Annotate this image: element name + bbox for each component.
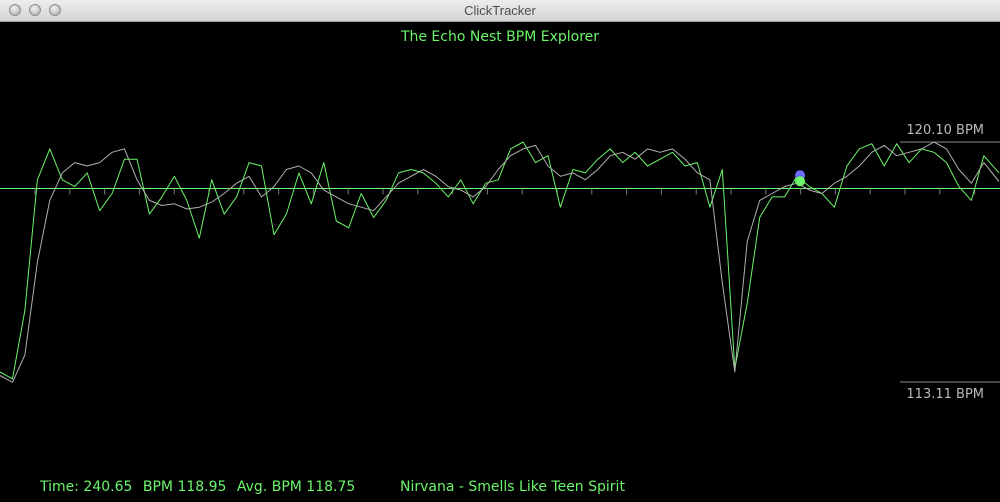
bpm-plot[interactable]	[0, 22, 1000, 502]
time-readout: Time: 240.65	[40, 479, 133, 495]
bpm-plot-area[interactable]: The Echo Nest BPM Explorer 120.10 BPM 11…	[0, 22, 1000, 502]
avg-bpm-readout: Avg. BPM 118.75	[236, 479, 356, 495]
track-title: Nirvana - Smells Like Teen Spirit	[400, 479, 625, 495]
smoothed-position-marker	[795, 176, 806, 187]
bpm-readout: BPM 118.95	[142, 479, 227, 495]
status-readout: Time: 240.65 BPM 118.95 Avg. BPM 118.75	[40, 479, 361, 495]
close-window-button[interactable]	[9, 4, 21, 16]
max-bpm-label: 120.10 BPM	[906, 123, 984, 138]
title-bar: ClickTracker	[0, 0, 1000, 22]
zoom-window-button[interactable]	[49, 4, 61, 16]
raw-bpm-line	[0, 141, 1000, 383]
window-title: ClickTracker	[464, 3, 536, 18]
minimize-window-button[interactable]	[29, 4, 41, 16]
min-bpm-label: 113.11 BPM	[906, 387, 984, 402]
app-title: The Echo Nest BPM Explorer	[400, 29, 600, 45]
smoothed-bpm-line	[0, 141, 1000, 380]
